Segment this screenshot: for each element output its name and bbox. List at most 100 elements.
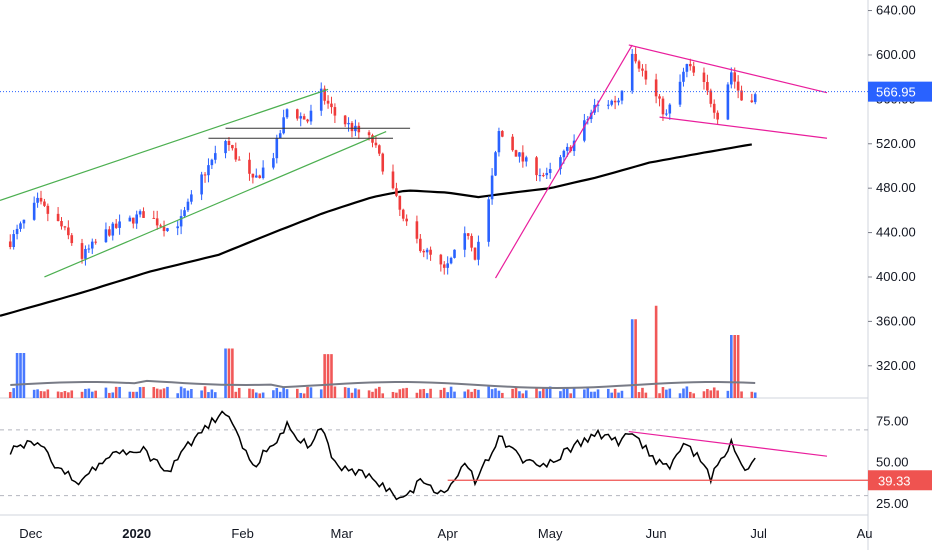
candle-body	[166, 228, 169, 232]
drawing-layer[interactable]	[0, 44, 868, 279]
candle-body	[186, 201, 190, 211]
volume-layer	[8, 305, 757, 398]
price-tick-label: 640.00	[876, 3, 916, 18]
rsi-tick-label: 25.00	[876, 496, 909, 511]
candle-body	[405, 218, 408, 222]
candle-body	[350, 122, 354, 132]
candle-body	[511, 136, 514, 151]
volume-bar	[730, 335, 733, 398]
volume-bar	[142, 386, 145, 398]
volume-bar	[501, 392, 504, 398]
volume-bar	[374, 388, 378, 398]
volume-bar	[302, 393, 306, 398]
volume-bar	[535, 388, 538, 398]
volume-bar	[213, 392, 217, 398]
candle-body	[159, 225, 162, 227]
candle-body	[254, 175, 258, 178]
volume-bar	[381, 393, 385, 398]
candle-body	[234, 148, 238, 160]
candle-body	[282, 117, 285, 134]
volume-ma-line	[10, 379, 756, 390]
candle-body	[326, 100, 330, 104]
volume-bar	[678, 393, 682, 398]
volume-bar	[524, 390, 528, 398]
volume-bar	[152, 387, 156, 398]
volume-bar	[330, 354, 333, 398]
candle-body	[487, 199, 490, 242]
volume-bar	[87, 388, 91, 398]
volume-bar	[354, 388, 357, 398]
rsi-last-tag	[868, 470, 932, 491]
trend-line	[659, 116, 828, 139]
volume-bar	[569, 393, 572, 398]
rsi-tick-label: 75.00	[876, 414, 909, 429]
volume-bar	[135, 391, 138, 398]
volume-bar	[637, 392, 641, 398]
volume-bar	[155, 388, 159, 398]
candle-body	[131, 217, 135, 224]
volume-bar	[114, 386, 118, 398]
candle-body	[367, 132, 371, 136]
candle-body	[272, 158, 275, 168]
candle-body	[183, 210, 186, 217]
volume-bar	[176, 393, 180, 398]
candle-body	[330, 103, 333, 108]
volume-bar	[131, 391, 135, 398]
volume-bar	[90, 391, 94, 398]
candle-body	[668, 104, 672, 114]
volume-bar	[736, 335, 740, 398]
candle-body	[572, 140, 576, 152]
volume-bar	[186, 390, 190, 398]
volume-bar	[518, 391, 521, 398]
candle-body	[231, 145, 234, 149]
time-tick-label: Apr	[438, 526, 459, 541]
candle-body	[343, 115, 347, 125]
time-tick-label: Jun	[646, 526, 667, 541]
price-tick-label: 440.00	[876, 225, 916, 240]
sma-line	[0, 143, 752, 317]
candle-body	[620, 90, 624, 101]
volume-bar	[477, 389, 480, 398]
volume-bar	[94, 390, 97, 398]
volume-bar	[453, 391, 456, 398]
volume-bar	[692, 393, 696, 398]
candle-body	[19, 223, 22, 229]
volume-bar	[15, 353, 19, 398]
candle-body	[395, 188, 398, 196]
candle-body	[60, 220, 63, 227]
candle-body	[36, 197, 39, 203]
volume-bar	[80, 391, 84, 398]
volume-bar	[367, 390, 371, 398]
candle-body	[207, 165, 210, 176]
volume-bar	[391, 391, 395, 398]
volume-bar	[422, 388, 426, 398]
candle-body	[391, 171, 395, 189]
volume-bar	[589, 391, 593, 398]
volume-bar	[261, 392, 265, 398]
candle-body	[678, 81, 682, 105]
candle-body	[87, 248, 91, 250]
volume-bar	[514, 387, 518, 398]
candle-body	[12, 234, 15, 248]
candle-body	[138, 211, 142, 215]
volume-bar	[282, 386, 285, 398]
volume-bar	[494, 388, 497, 398]
volume-bar	[565, 387, 569, 398]
candle-body	[596, 104, 600, 106]
volume-bar	[685, 386, 689, 398]
candle-body	[378, 145, 381, 154]
candle-body	[692, 66, 696, 73]
volume-bar	[347, 387, 350, 398]
volume-bar	[251, 389, 255, 398]
candle-body	[750, 100, 754, 103]
candle-body	[70, 235, 74, 244]
volume-bar	[309, 387, 313, 398]
candle-body	[753, 94, 757, 103]
candle-body	[501, 131, 504, 137]
price-tick-label: 400.00	[876, 269, 916, 284]
candle-body	[630, 53, 634, 91]
moving-average-layer	[0, 143, 752, 317]
candle-body	[613, 100, 617, 103]
